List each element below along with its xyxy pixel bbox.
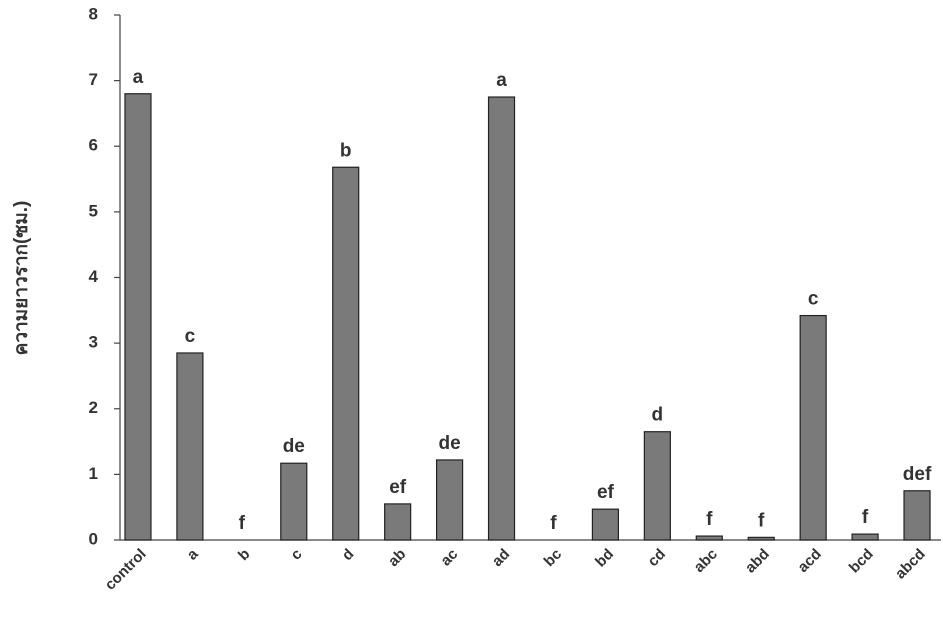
x-tick-label: ad	[489, 546, 513, 570]
x-tick-label: abd	[742, 546, 773, 577]
x-tick-label: control	[102, 546, 150, 594]
bar	[487, 96, 516, 541]
bar	[851, 533, 879, 541]
y-tick-label: 1	[89, 464, 98, 483]
annotation: f	[862, 507, 869, 528]
x-tick-label: bd	[592, 546, 617, 571]
annotation: d	[652, 405, 664, 426]
x-tick-label: bc	[541, 546, 565, 570]
annotation: f	[758, 510, 765, 531]
annotation: def	[903, 464, 932, 485]
annotation: ef	[389, 477, 407, 498]
annotation: f	[706, 509, 713, 530]
y-axis-label: ความยาวราก(ซม.)	[11, 201, 32, 356]
annotation: f	[239, 513, 246, 534]
x-tick-label: bcd	[846, 546, 877, 577]
bar	[384, 503, 412, 541]
y-tick-label: 7	[89, 70, 98, 89]
x-tick-label: d	[339, 546, 358, 565]
x-tick-label: ab	[385, 546, 409, 570]
bar	[695, 535, 723, 541]
x-tick-label: ac	[437, 546, 461, 570]
bar	[332, 166, 360, 541]
annotation: c	[808, 289, 819, 310]
x-tick-label: c	[287, 546, 305, 564]
x-tick-label: b	[235, 546, 254, 565]
annotation: c	[185, 326, 196, 347]
bar	[799, 314, 827, 541]
x-tick-label: a	[184, 545, 202, 563]
annotation: de	[283, 436, 305, 457]
annotation: a	[133, 67, 144, 88]
annotation: f	[550, 513, 557, 534]
y-tick-label: 2	[89, 398, 98, 417]
annotation: a	[496, 70, 507, 91]
annotation: b	[340, 140, 352, 161]
x-tick-label: cd	[645, 546, 669, 570]
y-tick-label: 6	[89, 136, 98, 155]
y-tick-label: 3	[89, 333, 98, 352]
bar	[903, 490, 931, 541]
bar	[176, 352, 204, 541]
bar	[124, 93, 152, 541]
bar	[280, 462, 308, 541]
x-tick-label: acd	[794, 546, 824, 576]
annotation: ef	[597, 482, 615, 503]
y-tick-label: 5	[89, 201, 98, 220]
y-tick-label: 0	[89, 529, 98, 548]
y-tick-label: 4	[89, 267, 99, 286]
bar	[591, 508, 620, 541]
bar	[747, 536, 775, 541]
y-tick-label: 8	[89, 4, 98, 23]
x-tick-label: abc	[691, 546, 721, 576]
bar	[643, 431, 671, 541]
x-tick-label: abcd	[892, 546, 929, 583]
annotation: de	[439, 433, 461, 454]
bar	[435, 459, 464, 541]
